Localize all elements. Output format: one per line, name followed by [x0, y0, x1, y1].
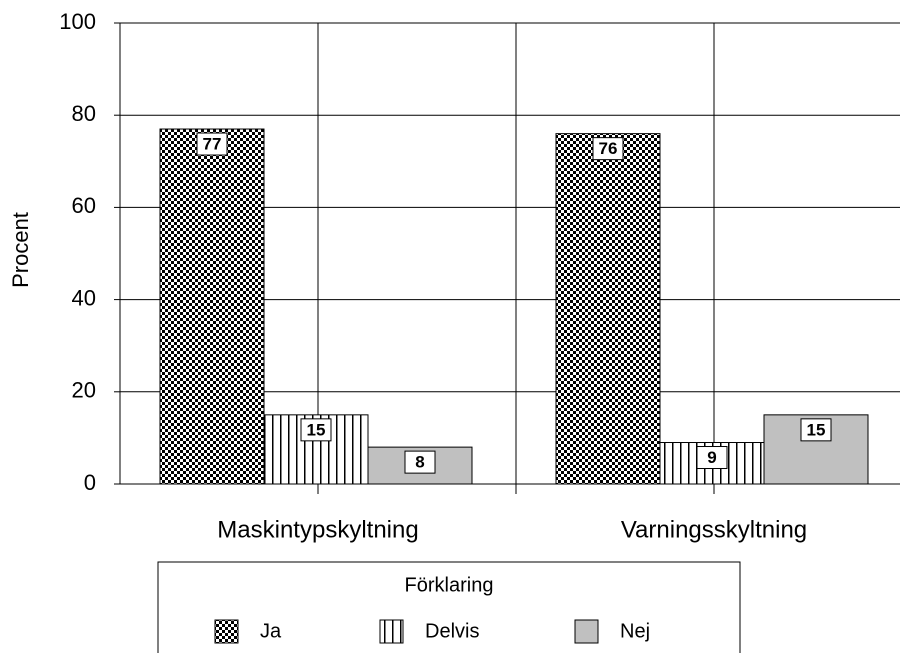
- value-label: 8: [415, 453, 424, 472]
- value-label: 15: [807, 420, 826, 439]
- y-tick-label: 80: [72, 101, 96, 126]
- y-tick-label: 40: [72, 285, 96, 310]
- value-label: 77: [203, 135, 222, 154]
- x-tick-label: Varningsskyltning: [621, 516, 807, 543]
- value-label-box: [196, 132, 228, 156]
- y-tick-label: 0: [84, 470, 96, 495]
- y-tick-label: 60: [72, 193, 96, 218]
- value-label: 15: [307, 420, 326, 439]
- legend-label: Nej: [620, 620, 650, 642]
- value-label-box: [300, 418, 332, 442]
- value-label-box: [800, 418, 832, 442]
- x-tick-label: Maskintypskyltning: [217, 516, 418, 543]
- value-label-box: [404, 450, 436, 474]
- y-tick-label: 100: [59, 9, 96, 34]
- legend-swatch: [379, 619, 404, 644]
- y-axis-label: Procent: [8, 212, 33, 288]
- value-label-box: [592, 137, 624, 161]
- value-label-box: [696, 446, 728, 470]
- y-tick-label: 20: [72, 378, 96, 403]
- value-label: 9: [707, 448, 716, 467]
- legend-title: Förklaring: [405, 574, 494, 596]
- legend-label: Ja: [260, 620, 282, 642]
- legend-swatch: [214, 619, 239, 644]
- bar: [555, 133, 661, 485]
- value-label: 76: [599, 139, 618, 158]
- legend-label: Delvis: [425, 620, 479, 642]
- legend-box: [157, 561, 741, 653]
- bar: [159, 128, 265, 485]
- legend-swatch: [574, 619, 599, 644]
